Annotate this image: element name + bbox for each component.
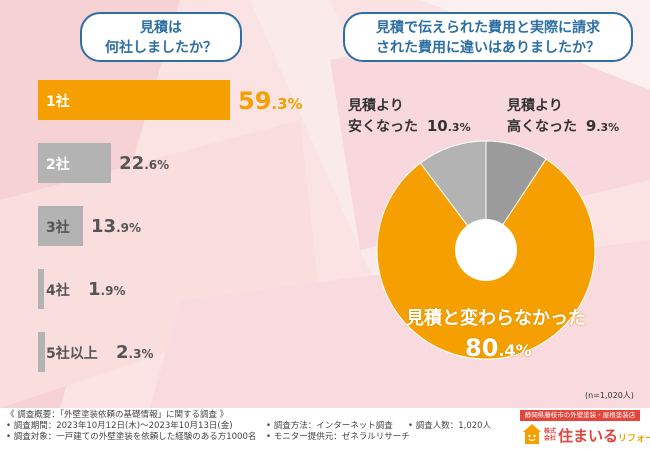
bar-4 <box>38 269 45 309</box>
pie-label-cheaper: 見積より 安くなった 10.3% <box>348 98 471 135</box>
survey-period: • 調査期間：2023年10月12日(木)～2023年10月13日(金) <box>6 421 233 431</box>
pie-label-same: 見積と変わらなかった <box>406 308 586 329</box>
bar-5 <box>38 332 46 372</box>
pie-label-higher: 見積より 高くなった 9.3% <box>507 98 620 135</box>
logo-company-type: 株式会社 <box>544 428 557 442</box>
house-icon <box>523 424 541 444</box>
donut-chart <box>376 140 596 360</box>
pie-label-higher-text: 高くなった <box>507 119 577 135</box>
bar-1 <box>38 80 230 120</box>
bar-value-4: 1.9% <box>88 279 126 300</box>
pie-label-cheaper-text: 安くなった <box>348 119 418 135</box>
survey-count: • 調査人数：1,020人 <box>408 421 492 431</box>
sample-size-note: (n=1,020人) <box>585 391 634 400</box>
logo-tagline: 静岡県藤枝市の外壁塗装・屋根塗装店 <box>520 410 640 421</box>
bar-label-5: 5社以上 <box>46 346 98 362</box>
question-1-bubble: 見積は 何社しましたか？ <box>80 12 242 62</box>
bar-3 <box>38 206 83 246</box>
survey-method: • 調査方法：インターネット調査 <box>266 421 393 431</box>
logo-brand: 住まいるリフォーム <box>558 427 650 445</box>
pie-slice-cheaper <box>419 140 487 252</box>
pie-value-cheaper: 10.3% <box>426 117 471 135</box>
question-2-line-1: 見積で伝えられた費用と実際に請求 <box>376 20 600 36</box>
survey-provider: • モニター提供元：ゼネラルリサーチ <box>266 432 410 442</box>
donut-hole <box>455 219 517 281</box>
bar-value-1: 59.3% <box>238 87 303 115</box>
question-1-line-2: 何社しましたか？ <box>105 40 217 56</box>
bar-label-1: 1社 <box>46 94 70 110</box>
pie-value-higher: 9.3% <box>585 117 620 135</box>
question-1-line-1: 見積は <box>140 20 182 36</box>
bar-label-2: 2社 <box>46 157 70 173</box>
bar-2 <box>38 143 112 183</box>
bar-value-2: 22.6% <box>119 153 170 174</box>
question-2-line-2: された費用に違いはありましたか？ <box>376 40 600 56</box>
question-2-bubble: 見積で伝えられた費用と実際に請求 された費用に違いはありましたか？ <box>343 12 633 62</box>
pie-value-same: 80.4% <box>465 334 532 362</box>
survey-target: • 調査対象：一戸建ての外壁塗装を依頼した経験のある方1000名 <box>6 432 257 442</box>
survey-overview: 《 調査概要：「外壁塗装依頼の基礎情報」に関する調査 》 <box>6 410 229 420</box>
bar-value-3: 13.9% <box>91 216 141 237</box>
bar-label-3: 3社 <box>46 220 70 236</box>
company-logo: 静岡県藤枝市の外壁塗装・屋根塗装店 株式会社 住まいるリフォーム <box>520 410 650 448</box>
bar-label-4: 4社 <box>46 283 70 299</box>
bar-value-5: 2.3% <box>116 342 154 363</box>
